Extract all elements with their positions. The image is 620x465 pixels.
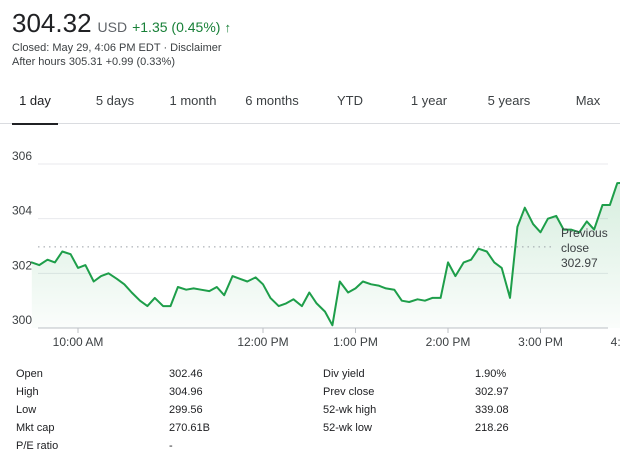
stock-price: 304.32 [12, 8, 92, 38]
x-tick-label: 4:00 PM [611, 335, 620, 349]
stat-value: 218.26 [475, 422, 509, 434]
y-tick-label: 306 [12, 149, 32, 163]
stat-row-52-wk-high: 52-wk high 339.08 [323, 404, 613, 421]
stat-value: - [169, 440, 173, 452]
stat-label: Low [16, 404, 37, 416]
stat-label: Mkt cap [16, 422, 55, 434]
x-tick-label: 2:00 PM [426, 335, 471, 349]
arrow-up-icon: ↑ [224, 20, 231, 35]
quote-header: 304.32 USD +1.35 (0.45%) ↑ Closed: May 2… [12, 8, 612, 68]
stat-label: 52-wk high [323, 404, 377, 416]
stat-value: 339.08 [475, 404, 509, 416]
separator-dot: · [163, 42, 168, 54]
stat-label: P/E ratio [16, 440, 59, 452]
stat-row-open: Open 302.46 [16, 368, 316, 385]
y-tick-label: 302 [12, 258, 32, 272]
stat-row-52-wk-low: 52-wk low 218.26 [323, 422, 613, 439]
stat-value: 304.96 [169, 386, 203, 398]
y-tick-label: 304 [12, 204, 32, 218]
previous-close-label: Previous [561, 226, 608, 240]
stat-value: 302.97 [475, 386, 509, 398]
stat-value: 270.61B [169, 422, 210, 434]
x-tick-label: 12:00 PM [237, 335, 288, 349]
stat-row-prev-close: Prev close 302.97 [323, 386, 613, 403]
stat-row-low: Low 299.56 [16, 404, 316, 421]
tab-ytd[interactable]: YTD [337, 93, 363, 108]
x-tick-label: 10:00 AM [53, 335, 104, 349]
tab-1-day[interactable]: 1 day [12, 84, 58, 125]
previous-close-value: 302.97 [561, 256, 598, 270]
currency-label: USD [97, 19, 128, 35]
stat-value: 302.46 [169, 368, 203, 380]
price-row: 304.32 USD +1.35 (0.45%) ↑ [12, 8, 612, 39]
previous-close-label: close [561, 241, 589, 255]
price-area [31, 183, 620, 328]
y-tick-label: 300 [12, 313, 32, 327]
stat-row-mkt-cap: Mkt cap 270.61B [16, 422, 316, 439]
stat-value: 299.56 [169, 404, 203, 416]
closed-info: Closed: May 29, 4:06 PM EDT · Disclaimer [12, 42, 612, 54]
price-chart[interactable]: 306 304 302 300 10:00 AM 12:00 PM 1:00 PM 2:00 … [0, 140, 620, 355]
after-hours-change: +0.99 (0.33%) [105, 56, 175, 68]
tab-5-days[interactable]: 5 days [95, 93, 135, 108]
closed-time: Closed: May 29, 4:06 PM EDT [12, 42, 161, 54]
stat-row-pe-ratio: P/E ratio - [16, 440, 316, 457]
range-tabs: 1 day 5 days 1 month 6 months YTD 1 year… [0, 84, 620, 125]
stat-label: Div yield [323, 368, 365, 380]
stat-label: Prev close [323, 386, 375, 398]
stat-row-div-yield: Div yield 1.90% [323, 368, 613, 385]
after-hours-info: After hours 305.31 +0.99 (0.33%) [12, 56, 612, 68]
tab-5-years[interactable]: 5 years [487, 93, 531, 108]
tab-1-year[interactable]: 1 year [410, 93, 448, 108]
price-series-line [30, 182, 620, 327]
stat-row-high: High 304.96 [16, 386, 316, 403]
stat-value: 1.90% [475, 368, 507, 380]
x-tick-label: 1:00 PM [333, 335, 378, 349]
tab-1-month[interactable]: 1 month [169, 93, 217, 108]
stat-label: 52-wk low [323, 422, 372, 434]
x-tick-label: 3:00 PM [518, 335, 563, 349]
tab-6-months[interactable]: 6 months [245, 93, 299, 108]
stat-label: High [16, 386, 39, 398]
stat-label: Open [16, 368, 43, 380]
price-change: +1.35 (0.45%) [132, 19, 221, 35]
disclaimer-link[interactable]: Disclaimer [170, 42, 222, 54]
tab-max[interactable]: Max [575, 93, 601, 108]
after-hours-price: After hours 305.31 [12, 56, 103, 68]
